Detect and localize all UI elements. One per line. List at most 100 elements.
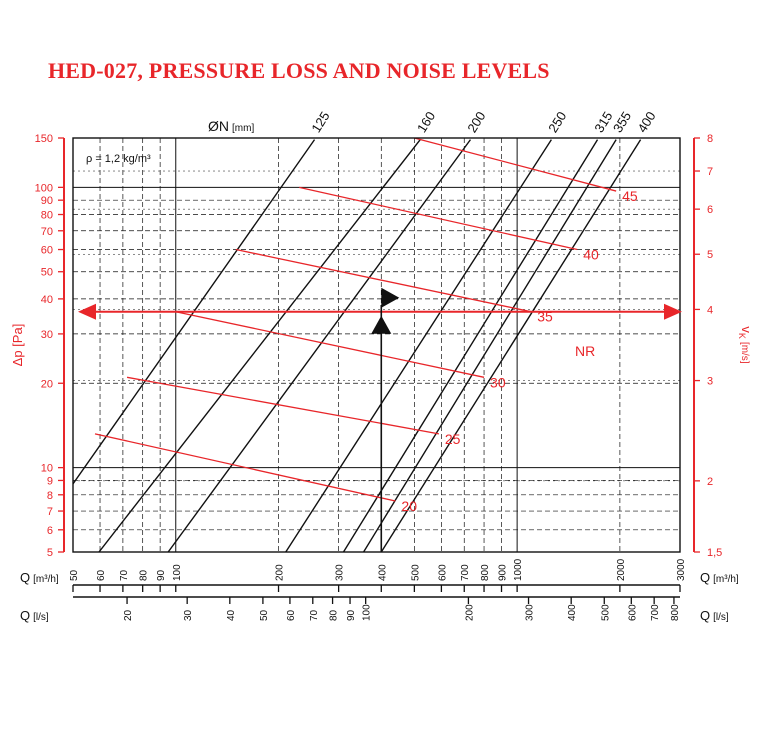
noise-label-30: 30: [490, 374, 506, 390]
diameter-label-250: 250: [545, 109, 569, 135]
chart-title: HED-027, PRESSURE LOSS AND NOISE LEVELS: [48, 58, 550, 83]
example-marker-up: [371, 315, 392, 334]
left-axis-tick-label: 5: [47, 547, 53, 559]
x-axis-ls-tick-label: 500: [600, 604, 611, 621]
noise-line-20: [94, 433, 396, 502]
diameter-label-200: 200: [464, 109, 488, 135]
diameter-line-200: [167, 139, 472, 552]
noise-lines: [94, 138, 617, 502]
plot-border: [72, 137, 681, 553]
x-axis-m3h-tick-label: 60: [96, 569, 107, 581]
x-axis-m3h-tick-label: 900: [498, 564, 509, 581]
left-axis-tick-label: 100: [35, 182, 53, 194]
x-axis-m3h-tick-label: 50: [69, 569, 80, 581]
x-axis-ls-tick-label: 20: [123, 609, 134, 621]
x-axis-ls-tick-label: 60: [286, 609, 297, 621]
left-axis-tick-label: 8: [47, 490, 53, 502]
diameter-line-250: [285, 139, 552, 552]
x-axis-ls-tick-label: 800: [670, 604, 681, 621]
x-axis-m3h-unit: [m³/h]: [33, 574, 59, 585]
x-axis-m3h-tick-label: 100: [172, 564, 183, 581]
x-axis-m3h-tick-label: 700: [460, 564, 471, 581]
x-axis-ls-tick-label: 70: [309, 609, 320, 621]
x-axis-ls-tick-label: 300: [525, 604, 536, 621]
example-arrow-left: [78, 303, 96, 320]
x-axis-ls-tick-label: 200: [464, 604, 475, 621]
right-axis-tick-label: 5: [707, 249, 713, 261]
noise-line-25: [126, 376, 440, 435]
x-axis-m3h-unit: [m³/h]: [713, 574, 739, 585]
diameter-line-355: [362, 139, 617, 552]
grid: [73, 138, 680, 552]
left-axis-tick-label: 7: [47, 506, 53, 518]
left-axis-tick-label: 50: [41, 267, 53, 279]
x-axis-ls-tick-label: 600: [627, 604, 638, 621]
x-axis-m3h-tick-label: 300: [335, 564, 346, 581]
x-axis-ls-tick-label: 100: [362, 604, 373, 621]
x-axis-m3h-title-left: Q [m³/h]: [20, 570, 59, 585]
left-axis-title: Δp [Pa]: [10, 324, 25, 367]
right-axis-tick-label: 8: [707, 133, 713, 145]
left-axis-tick-label: 20: [41, 378, 53, 390]
diameter-label-315: 315: [591, 109, 615, 135]
diameter-lines: [73, 139, 642, 552]
right-axis-title: vK [m/s]: [737, 326, 754, 363]
x-axis-ls-tick-label: 30: [183, 609, 194, 621]
noise-label-40: 40: [583, 247, 599, 263]
noise-line-45: [414, 138, 617, 192]
diameter-line-400: [380, 139, 642, 552]
x-axis-m3h-tick-label: 600: [437, 564, 448, 581]
x-axis-m3h-tick-label: 3000: [676, 558, 687, 581]
diameter-label-125: 125: [308, 109, 332, 135]
noise-line-35: [235, 248, 532, 313]
right-axis-symbol: v: [739, 326, 754, 333]
x-axis-m3h-tick-label: 1000: [513, 558, 524, 581]
x-axis-m3h-symbol: Q: [700, 570, 710, 585]
x-axis-m3h-tick-label: 2000: [616, 558, 627, 581]
x-axis-ls-tick-label: 90: [346, 609, 357, 621]
right-axis-tick-label: 4: [707, 304, 713, 316]
right-axis-tick-label: 3: [707, 376, 713, 388]
density-note: ρ = 1,2 kg/m³: [86, 153, 151, 165]
x-axis-m3h-tick-label: 200: [275, 564, 286, 581]
diameter-axis-unit: [mm]: [232, 123, 254, 134]
diameter-line-160: [98, 139, 421, 552]
example-reading: [78, 287, 682, 552]
noise-rating-label: NR: [575, 343, 595, 359]
left-axis-tick-label: 6: [47, 525, 53, 537]
x-axis-ls-symbol: Q: [20, 608, 30, 623]
right-axis-unit: [m/s]: [739, 342, 750, 364]
diameter-label-355: 355: [610, 109, 634, 135]
left-axis-tick-label: 9: [47, 475, 53, 487]
diameter-line-315: [342, 139, 599, 552]
left-axis-tick-label: 150: [35, 133, 53, 145]
x-axis-m3h-tick-label: 500: [410, 564, 421, 581]
x-axis-m3h-tick-label: 80: [139, 569, 150, 581]
diameter-label-160: 160: [414, 109, 438, 135]
diameter-label-400: 400: [634, 109, 658, 135]
x-axis-ls-unit: [l/s]: [33, 612, 49, 623]
x-axis-ls-tick-label: 400: [567, 604, 578, 621]
noise-line-40: [299, 186, 578, 251]
x-axis-m3h-tick-label: 800: [480, 564, 491, 581]
noise-label-20: 20: [401, 498, 417, 514]
x-axis-ls-tick-label: 80: [329, 609, 340, 621]
example-marker-right: [381, 287, 400, 308]
right-axis-tick-label: 1,5: [707, 547, 722, 559]
right-axis-tick-label: 7: [707, 166, 713, 178]
left-axis-tick-label: 40: [41, 294, 53, 306]
left-axis-tick-label: 90: [41, 195, 53, 207]
x-axis-ls-tick-label: 700: [650, 604, 661, 621]
left-axis-tick-label: 60: [41, 245, 53, 257]
x-axis-m3h-tick-label: 90: [156, 569, 167, 581]
x-axis-ls-title-right: Q [l/s]: [700, 608, 729, 623]
noise-label-45: 45: [622, 188, 638, 204]
right-axis-tick-label: 2: [707, 476, 713, 488]
right-axis-tick-label: 6: [707, 204, 713, 216]
left-axis-tick-label: 80: [41, 210, 53, 222]
x-axis-m3h-symbol: Q: [20, 570, 30, 585]
plot-frame: [72, 137, 681, 553]
x-axis-ls-tick-label: 40: [226, 609, 237, 621]
left-axis-tick-label: 70: [41, 226, 53, 238]
noise-label-25: 25: [445, 431, 461, 447]
